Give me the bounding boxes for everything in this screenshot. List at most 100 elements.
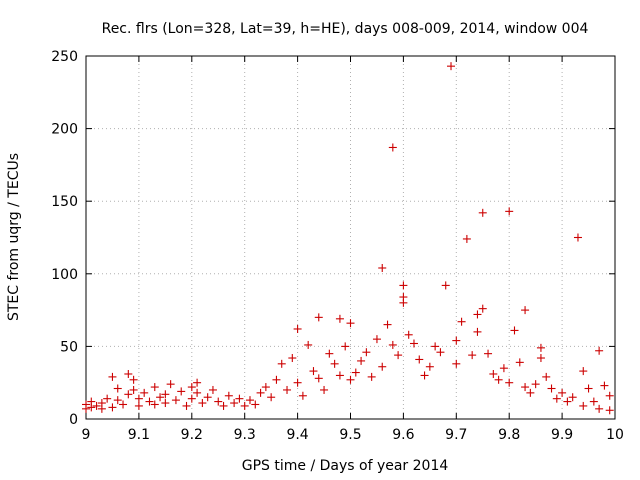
data-point (235, 394, 244, 403)
data-point (214, 397, 223, 406)
data-point (452, 359, 461, 368)
data-point (341, 342, 350, 351)
data-point (293, 324, 302, 333)
y-tick-label: 150 (51, 194, 78, 210)
data-point (425, 362, 434, 371)
data-point (156, 393, 165, 402)
data-point (378, 263, 387, 272)
y-tick-label: 0 (69, 412, 78, 428)
data-point (314, 374, 323, 383)
data-point (82, 404, 90, 413)
data-point (473, 310, 482, 319)
data-point (140, 388, 149, 397)
data-point (526, 388, 535, 397)
data-point (283, 385, 292, 394)
data-point (193, 388, 202, 397)
data-point (309, 367, 318, 376)
data-point (187, 394, 196, 403)
data-point (558, 388, 567, 397)
data-point (573, 233, 582, 242)
data-point (166, 380, 175, 389)
x-tick-label: 9.2 (181, 427, 203, 443)
data-point (335, 371, 344, 380)
data-point (134, 401, 143, 410)
data-point (298, 391, 307, 400)
data-point (198, 399, 207, 408)
data-point (547, 384, 556, 393)
data-point (600, 381, 609, 390)
data-point (521, 383, 530, 392)
data-point (579, 367, 588, 376)
data-point (325, 349, 334, 358)
data-point (193, 378, 202, 387)
data-point (351, 368, 360, 377)
data-point (240, 401, 249, 410)
data-point (431, 342, 440, 351)
data-point (103, 394, 112, 403)
y-tick-label: 50 (60, 339, 78, 355)
data-point (505, 207, 514, 216)
data-point (552, 394, 561, 403)
data-point (484, 349, 493, 358)
data-point (515, 358, 524, 367)
data-point (415, 355, 424, 364)
data-point (87, 403, 96, 412)
data-point (346, 375, 355, 384)
data-point (404, 330, 413, 339)
data-point (595, 346, 604, 355)
data-point (478, 208, 487, 217)
data-point (335, 314, 344, 323)
data-point (113, 396, 122, 405)
data-point (383, 320, 392, 329)
y-axis-label: STEC from uqrg / TECUs (6, 153, 22, 321)
data-point (129, 375, 138, 384)
data-point (510, 326, 519, 335)
x-tick-label: 9.6 (392, 427, 414, 443)
data-point (97, 404, 106, 413)
data-point (595, 404, 604, 413)
data-point (288, 354, 297, 363)
data-point (420, 371, 429, 380)
data-point (124, 390, 133, 399)
y-tick-label: 100 (51, 267, 78, 283)
data-point (230, 399, 239, 408)
data-point (108, 372, 117, 381)
x-tick-label: 9 (82, 427, 91, 443)
data-point (542, 372, 551, 381)
data-point (224, 391, 233, 400)
data-point (505, 378, 514, 387)
data-point (372, 335, 381, 344)
data-point (182, 401, 191, 410)
x-tick-label: 9.3 (234, 427, 256, 443)
data-point (531, 380, 540, 389)
data-point (245, 396, 254, 405)
data-point (145, 397, 154, 406)
data-point (330, 359, 339, 368)
data-point (92, 401, 101, 410)
data-point (272, 375, 281, 384)
data-point (447, 62, 456, 71)
data-point (436, 348, 445, 357)
x-tick-label: 9.7 (445, 427, 467, 443)
data-point (452, 336, 461, 345)
data-point (362, 348, 371, 357)
x-tick-label: 9.9 (551, 427, 573, 443)
data-point (171, 396, 180, 405)
data-point (468, 351, 477, 360)
data-point (314, 313, 323, 322)
x-tick-label: 9.1 (128, 427, 150, 443)
data-point (177, 387, 186, 396)
data-point (129, 385, 138, 394)
data-point (536, 354, 545, 363)
data-point (203, 393, 212, 402)
data-point (161, 399, 170, 408)
x-tick-label: 10 (606, 427, 624, 443)
x-axis-label: GPS time / Days of year 2014 (242, 458, 449, 474)
data-point (388, 143, 397, 152)
data-point (478, 304, 487, 313)
data-point (304, 340, 313, 349)
data-point (367, 372, 376, 381)
chart-title: Rec. flrs (Lon=328, Lat=39, h=HE), days … (102, 21, 589, 37)
data-point (113, 384, 122, 393)
data-point (499, 364, 508, 373)
